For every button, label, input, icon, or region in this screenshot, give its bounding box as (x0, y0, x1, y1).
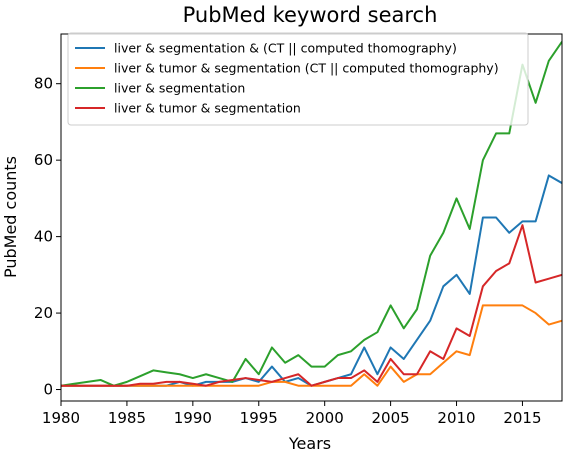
y-axis-ticks: 0 20 40 60 80 (34, 75, 61, 399)
x-tick-label: 2000 (306, 409, 344, 427)
x-axis-ticks: 1980 1985 1990 1995 2000 2005 2010 2015 (42, 401, 542, 427)
legend-box (67, 32, 529, 126)
y-tick-label: 20 (34, 304, 53, 322)
y-axis-label: PubMed counts (1, 156, 20, 278)
x-tick-label: 1980 (42, 409, 80, 427)
legend-label: liver & segmentation & (CT || computed t… (114, 41, 457, 56)
y-tick-label: 0 (43, 381, 53, 399)
y-tick-label: 40 (34, 228, 53, 246)
x-tick-label: 1985 (108, 409, 146, 427)
x-tick-label: 2010 (437, 409, 475, 427)
y-tick-label: 60 (34, 151, 53, 169)
series-line-3 (61, 41, 562, 387)
x-tick-label: 2005 (372, 409, 410, 427)
chart-legend: liver & segmentation & (CT || computed t… (67, 32, 529, 126)
legend-label: liver & segmentation (114, 81, 245, 96)
x-tick-label: 1990 (174, 409, 212, 427)
legend-label: liver & tumor & segmentation (114, 101, 301, 116)
y-tick-label: 80 (34, 75, 53, 93)
chart-title: PubMed keyword search (183, 3, 438, 27)
legend-label: liver & tumor & segmentation (CT || comp… (114, 61, 499, 76)
x-axis-label: Years (288, 434, 331, 453)
x-tick-label: 1995 (240, 409, 278, 427)
series-line-4 (61, 224, 562, 387)
x-tick-label: 2015 (503, 409, 541, 427)
series-line-2 (61, 304, 562, 387)
